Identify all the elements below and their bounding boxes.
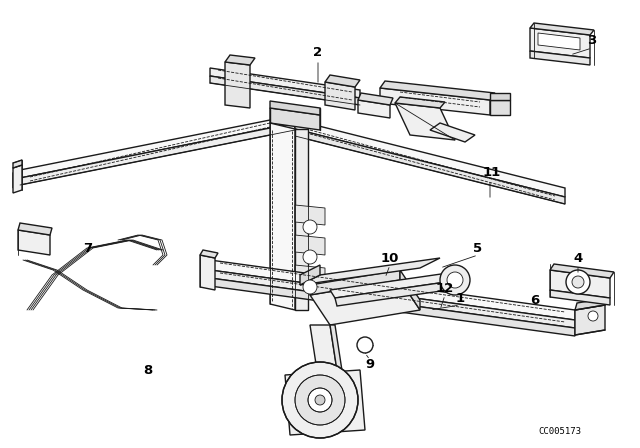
Circle shape [440, 265, 470, 295]
Polygon shape [20, 123, 295, 185]
Text: 3: 3 [588, 34, 596, 47]
Polygon shape [430, 123, 475, 142]
Polygon shape [295, 120, 565, 197]
Circle shape [357, 337, 373, 353]
Polygon shape [538, 33, 580, 50]
Polygon shape [330, 272, 460, 298]
Polygon shape [300, 258, 440, 285]
Polygon shape [395, 103, 455, 140]
Text: 8: 8 [143, 363, 152, 376]
Circle shape [315, 395, 325, 405]
Text: 9: 9 [365, 358, 374, 371]
Text: 10: 10 [381, 251, 399, 264]
Text: 2: 2 [314, 46, 323, 59]
Polygon shape [270, 108, 320, 130]
Circle shape [572, 276, 584, 288]
Polygon shape [575, 298, 607, 310]
Text: 4: 4 [573, 251, 582, 264]
Polygon shape [490, 93, 510, 100]
Polygon shape [530, 51, 590, 65]
Circle shape [447, 272, 463, 288]
Circle shape [566, 270, 590, 294]
Polygon shape [200, 250, 218, 258]
Text: 1: 1 [456, 292, 465, 305]
Polygon shape [210, 260, 575, 320]
Polygon shape [225, 62, 250, 108]
Polygon shape [200, 255, 215, 290]
Polygon shape [400, 270, 420, 310]
Polygon shape [358, 93, 393, 105]
Circle shape [308, 388, 332, 412]
Polygon shape [18, 230, 50, 255]
Polygon shape [270, 123, 295, 310]
Polygon shape [210, 68, 360, 98]
Polygon shape [395, 97, 445, 108]
Circle shape [282, 362, 358, 438]
Text: CC005173: CC005173 [538, 427, 582, 436]
Polygon shape [295, 129, 308, 310]
Polygon shape [550, 270, 610, 298]
Circle shape [303, 280, 317, 294]
Polygon shape [225, 55, 255, 65]
Polygon shape [358, 100, 390, 118]
Polygon shape [330, 325, 345, 390]
Polygon shape [310, 270, 400, 295]
Polygon shape [13, 160, 22, 168]
Polygon shape [325, 82, 355, 110]
Polygon shape [270, 101, 320, 115]
Polygon shape [13, 170, 20, 188]
Polygon shape [380, 88, 490, 115]
Polygon shape [530, 28, 590, 58]
Polygon shape [530, 23, 594, 35]
Text: 11: 11 [483, 165, 501, 178]
Polygon shape [210, 76, 360, 105]
Polygon shape [380, 81, 495, 100]
Circle shape [295, 375, 345, 425]
Circle shape [303, 220, 317, 234]
Polygon shape [18, 223, 52, 235]
Polygon shape [13, 165, 22, 193]
Polygon shape [575, 305, 605, 335]
Text: 5: 5 [474, 241, 483, 254]
Circle shape [303, 250, 317, 264]
Polygon shape [310, 280, 420, 325]
Text: 12: 12 [436, 281, 454, 294]
Polygon shape [550, 264, 614, 278]
Polygon shape [20, 115, 295, 178]
Polygon shape [310, 325, 340, 390]
Polygon shape [490, 100, 510, 115]
Polygon shape [300, 265, 320, 285]
Polygon shape [335, 280, 462, 306]
Text: 6: 6 [531, 293, 540, 306]
Circle shape [588, 311, 598, 321]
Polygon shape [285, 370, 365, 435]
Polygon shape [210, 270, 575, 328]
Polygon shape [202, 260, 210, 286]
Text: 7: 7 [83, 241, 93, 254]
Polygon shape [550, 290, 610, 305]
Polygon shape [295, 235, 325, 255]
Polygon shape [295, 205, 325, 225]
Polygon shape [210, 278, 575, 336]
Polygon shape [295, 129, 565, 204]
Polygon shape [325, 75, 360, 87]
Polygon shape [295, 265, 325, 285]
